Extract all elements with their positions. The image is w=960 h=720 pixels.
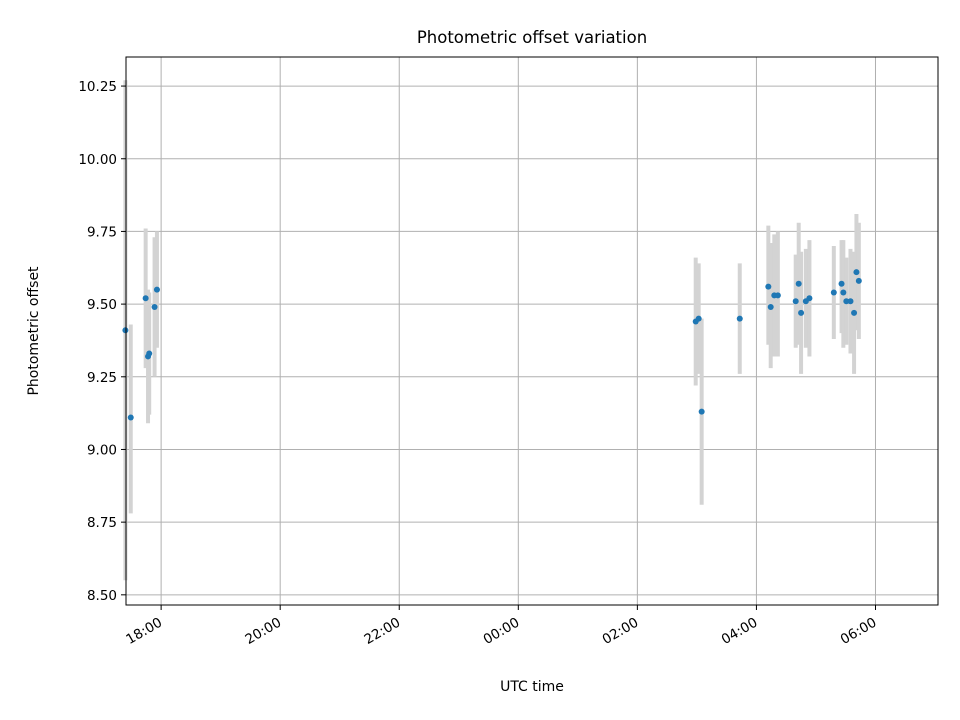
data-point: [765, 283, 772, 290]
data-point: [795, 280, 802, 287]
y-tick-label: 9.50: [87, 297, 117, 313]
data-point: [838, 280, 845, 287]
x-tick-label: 22:00: [362, 615, 404, 648]
data-point: [736, 315, 743, 322]
y-tick-label: 10.25: [78, 79, 117, 95]
x-tick-label: 18:00: [123, 615, 165, 648]
data-point: [847, 298, 854, 305]
data-point: [698, 408, 705, 415]
data-point: [798, 309, 805, 316]
x-tick-label: 02:00: [600, 615, 642, 648]
data-points: [122, 269, 862, 421]
data-point: [792, 298, 799, 305]
data-point: [855, 277, 862, 284]
chart-title: Photometric offset variation: [417, 28, 647, 47]
y-axis-label: Photometric offset: [26, 266, 42, 396]
y-tick-label: 9.25: [87, 370, 117, 386]
y-axis-ticks: 8.50 8.75 9.00 9.25 9.50 9.75 10.00 10.25: [78, 79, 126, 604]
x-tick-label: 20:00: [242, 615, 284, 648]
data-point: [695, 315, 702, 322]
data-point: [142, 295, 149, 302]
error-bars: [123, 80, 861, 581]
data-point: [153, 286, 160, 293]
data-point: [851, 309, 858, 316]
x-tick-label: 06:00: [838, 615, 880, 648]
y-tick-label: 9.75: [87, 224, 117, 240]
data-point: [767, 304, 774, 311]
data-point: [840, 289, 847, 296]
data-point: [830, 289, 837, 296]
data-point: [151, 304, 158, 311]
data-point: [806, 295, 813, 302]
y-tick-label: 9.00: [87, 442, 117, 458]
plot-frame: [125, 56, 939, 606]
y-tick-label: 8.75: [87, 515, 117, 531]
data-point: [127, 414, 134, 421]
data-point: [853, 269, 860, 276]
x-tick-label: 04:00: [719, 615, 761, 648]
y-tick-label: 8.50: [87, 588, 117, 604]
data-point: [146, 350, 153, 357]
data-point: [122, 327, 129, 334]
y-tick-label: 10.00: [78, 152, 117, 168]
x-axis-label: UTC time: [500, 679, 564, 695]
x-tick-label: 00:00: [481, 615, 523, 648]
grid: [126, 57, 938, 605]
x-axis-ticks: 18:00 20:00 22:00 00:00 02:00 04:00 06:00: [123, 605, 879, 648]
data-point: [843, 298, 850, 305]
data-point: [774, 292, 781, 299]
